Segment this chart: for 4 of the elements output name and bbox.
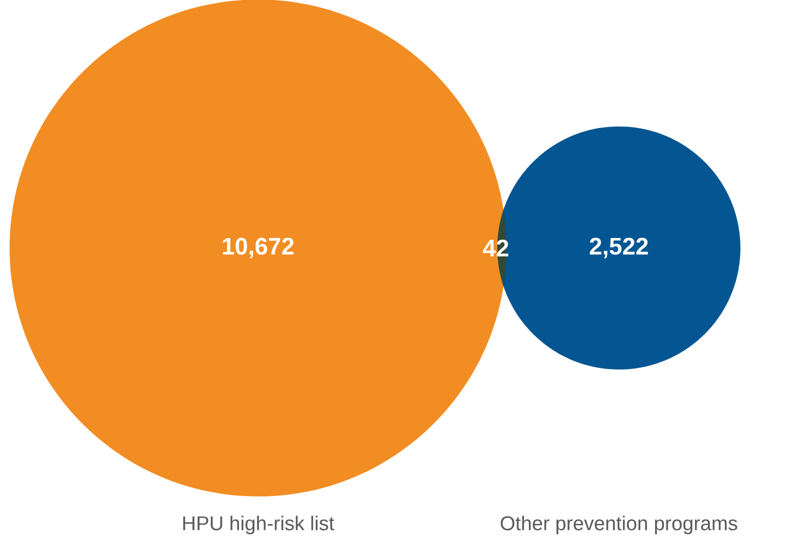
category-label: Other prevention programs (500, 516, 738, 534)
data-label: 2,522 (590, 238, 648, 258)
data-label: 10,672 (222, 238, 294, 258)
category-label: HPU high-risk list (183, 516, 334, 534)
